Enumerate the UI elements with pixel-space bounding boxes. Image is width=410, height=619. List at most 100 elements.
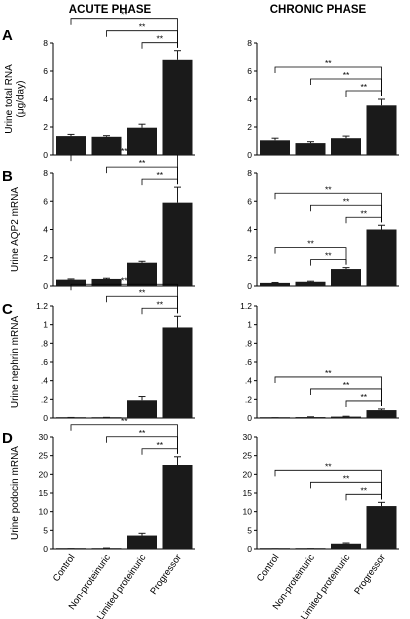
- significance-label: **: [139, 287, 146, 297]
- chart-a-acute: 0 2 4 6 8 Urine total RNA(μg/day) ** ** **: [4, 10, 195, 160]
- y-tick-label: 4: [43, 225, 48, 235]
- significance-label: **: [139, 158, 146, 168]
- y-tick-label: 5: [43, 525, 48, 535]
- y-tick-label: 6: [247, 66, 252, 76]
- y-tick-label: 6: [43, 196, 48, 206]
- bar-progressor: [162, 327, 193, 418]
- y-axis-label: Urine nephrin mRNA: [10, 316, 21, 409]
- bar-control: [260, 282, 290, 286]
- significance-label: **: [343, 196, 350, 206]
- bar-limited-proteinuric: [331, 416, 361, 418]
- bar-progressor: [366, 506, 397, 549]
- y-tick-label: 2: [43, 253, 48, 263]
- y-tick-label: 10: [39, 507, 49, 517]
- y-tick-label: 25: [39, 451, 49, 461]
- chart-c-acute: 0 .2 .4 .6 .8 1 1.2 Urine nephrin mRNA ** ** **: [10, 275, 195, 423]
- chart-d-chronic: 0 5 10 15 20 25 30 ** ** **: [243, 432, 399, 554]
- y-axis-label: Urine podocin mRNA: [10, 446, 21, 540]
- y-tick-label: 25: [243, 451, 253, 461]
- bar-limited-proteinuric: [331, 543, 361, 549]
- acute-phase-title: ACUTE PHASE: [69, 4, 152, 16]
- y-tick-label: 8: [43, 38, 48, 48]
- bar-non-proteinuric: [91, 548, 122, 549]
- y-tick-label: 0: [247, 544, 252, 554]
- bar-control: [56, 136, 86, 155]
- significance-bracket: [274, 192, 382, 223]
- bar-control: [260, 140, 290, 155]
- significance-label: **: [121, 10, 128, 20]
- y-tick-label: 0: [43, 544, 48, 554]
- bar-limited-proteinuric: [127, 127, 157, 155]
- y-tick-label: 0: [247, 150, 252, 160]
- bar-progressor: [366, 105, 397, 155]
- panel-letter-c: C: [2, 301, 13, 318]
- y-tick-label: 0: [247, 413, 252, 423]
- significance-label: **: [325, 368, 332, 378]
- y-tick-label: .2: [41, 394, 48, 404]
- y-tick-label: 1: [247, 320, 252, 330]
- significance-label: **: [325, 251, 332, 261]
- y-tick-label: .6: [41, 357, 48, 367]
- y-tick-label: 30: [39, 432, 49, 442]
- y-tick-label: 4: [43, 94, 48, 104]
- y-tick-label: .8: [245, 338, 252, 348]
- chart-c-chronic: 0 .2 .4 .6 .8 1 1.2 ** ** **: [240, 301, 399, 423]
- y-tick-label: 0: [43, 150, 48, 160]
- significance-bracket: [70, 283, 178, 314]
- y-tick-label: .8: [41, 338, 48, 348]
- y-tick-label: .2: [245, 394, 252, 404]
- bar-limited-proteinuric: [127, 400, 157, 418]
- bar-non-proteinuric: [295, 281, 326, 286]
- category-label-chronic: Progressor: [352, 552, 388, 596]
- significance-bracket: [274, 66, 382, 96]
- significance-label: **: [156, 34, 163, 44]
- y-tick-label: 1.2: [240, 301, 252, 311]
- significance-label: **: [156, 440, 163, 450]
- y-tick-label: 5: [247, 525, 252, 535]
- bar-non-proteinuric: [91, 278, 122, 286]
- panel-letter-b: B: [2, 168, 13, 185]
- significance-label: **: [343, 380, 350, 390]
- y-tick-label: 15: [243, 488, 253, 498]
- chart-a-chronic: 0 2 4 6 8 ** ** **: [247, 38, 399, 160]
- significance-label: **: [360, 82, 367, 92]
- significance-label: **: [325, 184, 332, 194]
- y-tick-label: 4: [247, 94, 252, 104]
- significance-label: **: [360, 208, 367, 218]
- y-tick-label: 8: [247, 168, 252, 178]
- chronic-phase-title: CHRONIC PHASE: [270, 4, 367, 16]
- y-axis-label: Urine AQP2 mRNA: [10, 187, 21, 272]
- panel-letter-a: A: [2, 27, 13, 44]
- bar-non-proteinuric: [295, 143, 326, 155]
- significance-bracket: [70, 154, 178, 185]
- bar-limited-proteinuric: [331, 269, 361, 286]
- y-tick-label: .4: [41, 376, 48, 386]
- bar-progressor: [162, 465, 193, 549]
- significance-bracket: [70, 424, 178, 454]
- category-label-acute: Progressor: [148, 552, 184, 596]
- significance-label: **: [121, 146, 128, 156]
- y-tick-label: 20: [243, 469, 253, 479]
- significance-label: **: [139, 22, 146, 32]
- bar-limited-proteinuric: [127, 535, 157, 549]
- bar-non-proteinuric: [91, 136, 122, 155]
- y-tick-label: 0: [43, 413, 48, 423]
- y-tick-label: .6: [245, 357, 252, 367]
- category-label-chronic: Control: [255, 552, 282, 583]
- bar-progressor: [162, 59, 193, 155]
- bar-limited-proteinuric: [331, 138, 361, 155]
- significance-bracket: [274, 376, 382, 406]
- y-tick-label: 30: [243, 432, 253, 442]
- y-tick-label: 8: [247, 38, 252, 48]
- y-tick-label: 0: [43, 281, 48, 291]
- bar-limited-proteinuric: [127, 262, 157, 286]
- panel-letter-d: D: [2, 430, 13, 447]
- category-label-acute: Control: [51, 552, 78, 583]
- y-tick-label: 2: [247, 253, 252, 263]
- significance-label: **: [360, 485, 367, 495]
- significance-bracket: [274, 469, 382, 500]
- y-axis-label: Urine total RNA(μg/day): [4, 64, 27, 134]
- significance-label: **: [156, 170, 163, 180]
- significance-label: **: [343, 473, 350, 483]
